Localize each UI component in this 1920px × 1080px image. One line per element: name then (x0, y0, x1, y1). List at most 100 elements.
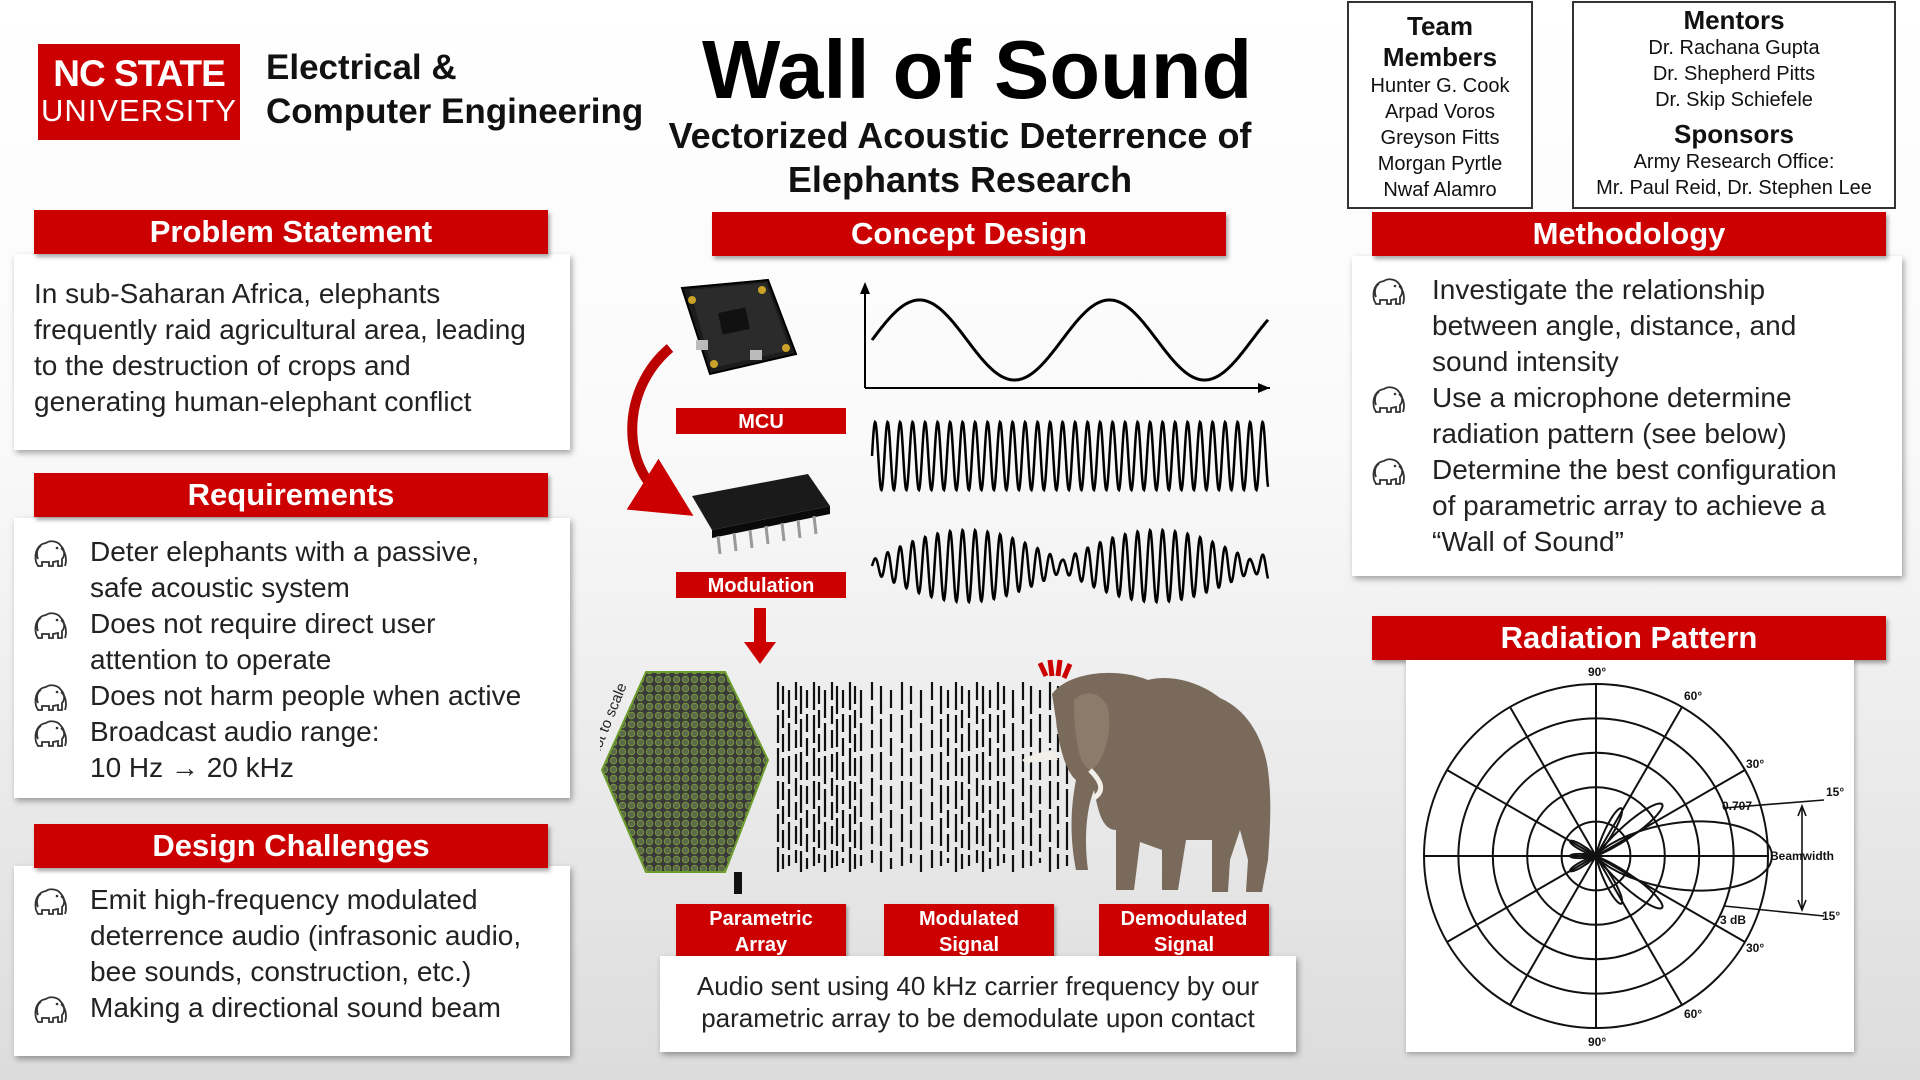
angle-label: 15° (1822, 909, 1840, 923)
logo-line1: NC STATE (53, 53, 226, 94)
concept-caption: Audio sent using 40 kHz carrier frequenc… (660, 956, 1296, 1052)
angle-label: 90° (1588, 665, 1606, 679)
caption-line: Audio sent using 40 kHz carrier frequenc… (696, 971, 1260, 1001)
sponsors-list: Army Research Office: Mr. Paul Reid, Dr.… (1574, 149, 1894, 201)
dept-line2: Computer Engineering (266, 92, 644, 131)
challenges-card: Emit high-frequency modulated deterrence… (14, 866, 570, 1056)
sponsor-line: Mr. Paul Reid, Dr. Stephen Lee (1596, 177, 1872, 199)
problem-heading: Problem Statement (34, 210, 548, 254)
baseband-wave (860, 282, 1270, 393)
methodology-line: of parametric array to achieve a (1432, 490, 1826, 521)
team-member: Morgan Pyrtle (1377, 153, 1503, 175)
radiation-heading: Radiation Pattern (1372, 616, 1886, 660)
challenges-heading: Design Challenges (34, 824, 548, 868)
requirement-item: Does not require direct user attention t… (32, 606, 436, 678)
problem-line: generating human-elephant conflict (34, 386, 472, 417)
modulation-chip-image (692, 474, 830, 555)
sponsors-heading: Sponsors (1674, 119, 1794, 149)
department-name: Electrical & Computer Engineering (266, 46, 643, 134)
methodology-card: Investigate the relationship between ang… (1352, 256, 1902, 576)
parametric-array-label: Parametric Array (676, 904, 846, 960)
team-member: Hunter G. Cook (1370, 75, 1510, 97)
team-heading: Team Members (1349, 11, 1531, 73)
methodology-line: Determine the best configuration (1432, 454, 1837, 485)
ncsu-logo: NC STATE UNIVERSITY (38, 44, 240, 140)
curved-arrow (626, 344, 694, 516)
angle-label: 30° (1746, 941, 1764, 955)
subtitle-line1: Vectorized Acoustic Deterrence of (668, 115, 1252, 156)
requirement-line: 10 Hz → 20 kHz (90, 752, 294, 783)
requirements-heading: Requirements (34, 473, 548, 517)
methodology-item: Use a microphone determine radiation pat… (1370, 380, 1792, 452)
methodology-line: Investigate the relationship (1432, 274, 1766, 305)
team-heading-line2: Members (1382, 42, 1498, 72)
mentors-box: Mentors Dr. Rachana Gupta Dr. Shepherd P… (1572, 1, 1896, 209)
demodulated-label-line2: Signal (1153, 934, 1214, 956)
side-lobe (1594, 852, 1624, 905)
polar-plot: 90° 60° 30° 15° 0.707 Beamwidth 3 dB 15°… (1423, 665, 1844, 1049)
problem-line: to the destruction of crops and (34, 350, 411, 381)
sponsor-line: Army Research Office: (1633, 151, 1835, 173)
subtitle-line2: Elephants Research (787, 159, 1133, 200)
beamwidth-markers (1723, 799, 1825, 917)
methodology-heading: Methodology (1372, 212, 1886, 256)
elephant-icon (32, 886, 68, 918)
alarm-icon (1037, 659, 1073, 679)
demodulated-signal-label: Demodulated Signal (1099, 904, 1269, 960)
mcu-board-image (680, 278, 798, 376)
requirement-item: Deter elephants with a passive, safe aco… (32, 534, 479, 606)
sound-wave-lines (776, 682, 1069, 872)
concept-heading: Concept Design (712, 212, 1226, 256)
mentors-list: Dr. Rachana Gupta Dr. Shepherd Pitts Dr.… (1574, 35, 1894, 113)
side-lobe (1568, 852, 1599, 860)
concept-diagram: MCU Modulation *not to scale (600, 278, 1271, 894)
angle-label: 90° (1588, 1035, 1606, 1049)
team-member: Arpad Voros (1384, 101, 1496, 123)
down-arrow (744, 608, 776, 664)
requirements-card: Deter elephants with a passive, safe aco… (14, 518, 570, 798)
elephant-icon (1370, 456, 1406, 488)
team-members: Hunter G. Cook Arpad Voros Greyson Fitts… (1349, 73, 1531, 203)
methodology-line: Use a microphone determine (1432, 382, 1792, 413)
mentor-name: Dr. Shepherd Pitts (1652, 63, 1816, 85)
radiation-card: 90° 60° 30° 15° 0.707 Beamwidth 3 dB 15°… (1406, 660, 1854, 1052)
demodulated-label-line1: Demodulated (1120, 908, 1248, 930)
db-label: 3 dB (1720, 913, 1746, 927)
problem-card: In sub-Saharan Africa, elephants frequen… (14, 254, 570, 450)
team-box: Team Members Hunter G. Cook Arpad Voros … (1347, 1, 1533, 209)
problem-line: frequently raid agricultural area, leadi… (34, 314, 526, 345)
requirement-line: attention to operate (90, 644, 332, 675)
modulated-label-line2: Signal (938, 934, 999, 956)
modulated-wave (870, 527, 1270, 605)
main-lobe (1595, 820, 1774, 892)
requirement-line: safe acoustic system (90, 572, 350, 603)
team-heading-line1: Team (1407, 11, 1473, 41)
parametric-array-image (600, 671, 770, 894)
mentor-name: Dr. Skip Schiefele (1655, 89, 1813, 111)
elephant-image (1022, 672, 1271, 892)
level-label: 0.707 (1722, 799, 1752, 813)
parametric-label-line2: Array (734, 934, 788, 956)
angle-label: 60° (1684, 1007, 1702, 1021)
challenge-item: Emit high-frequency modulated deterrence… (32, 882, 521, 990)
challenge-line: deterrence audio (infrasonic audio, (90, 920, 522, 951)
requirement-item: Does not harm people when active (32, 678, 521, 714)
methodology-line: between angle, distance, and (1432, 310, 1797, 341)
poster-title: Wall of Sound (702, 23, 1253, 116)
angle-label: 60° (1684, 689, 1702, 703)
elephant-icon (32, 718, 68, 750)
methodology-item: Investigate the relationship between ang… (1370, 272, 1796, 380)
methodology-item: Determine the best configuration of para… (1370, 452, 1837, 560)
requirement-line: Broadcast audio range: (90, 716, 380, 747)
angle-label: 30° (1746, 757, 1764, 771)
modulated-signal-label: Modulated Signal (884, 904, 1054, 960)
modulated-label-line1: Modulated (919, 908, 1019, 930)
challenge-item: Making a directional sound beam (32, 990, 501, 1026)
elephant-icon (1370, 384, 1406, 416)
carrier-wave (870, 419, 1270, 493)
mentor-name: Dr. Rachana Gupta (1648, 37, 1820, 59)
challenge-line: Making a directional sound beam (90, 992, 501, 1023)
challenge-line: bee sounds, construction, etc.) (90, 956, 472, 987)
requirement-line: Does not harm people when active (90, 680, 522, 711)
elephant-icon (32, 994, 68, 1026)
